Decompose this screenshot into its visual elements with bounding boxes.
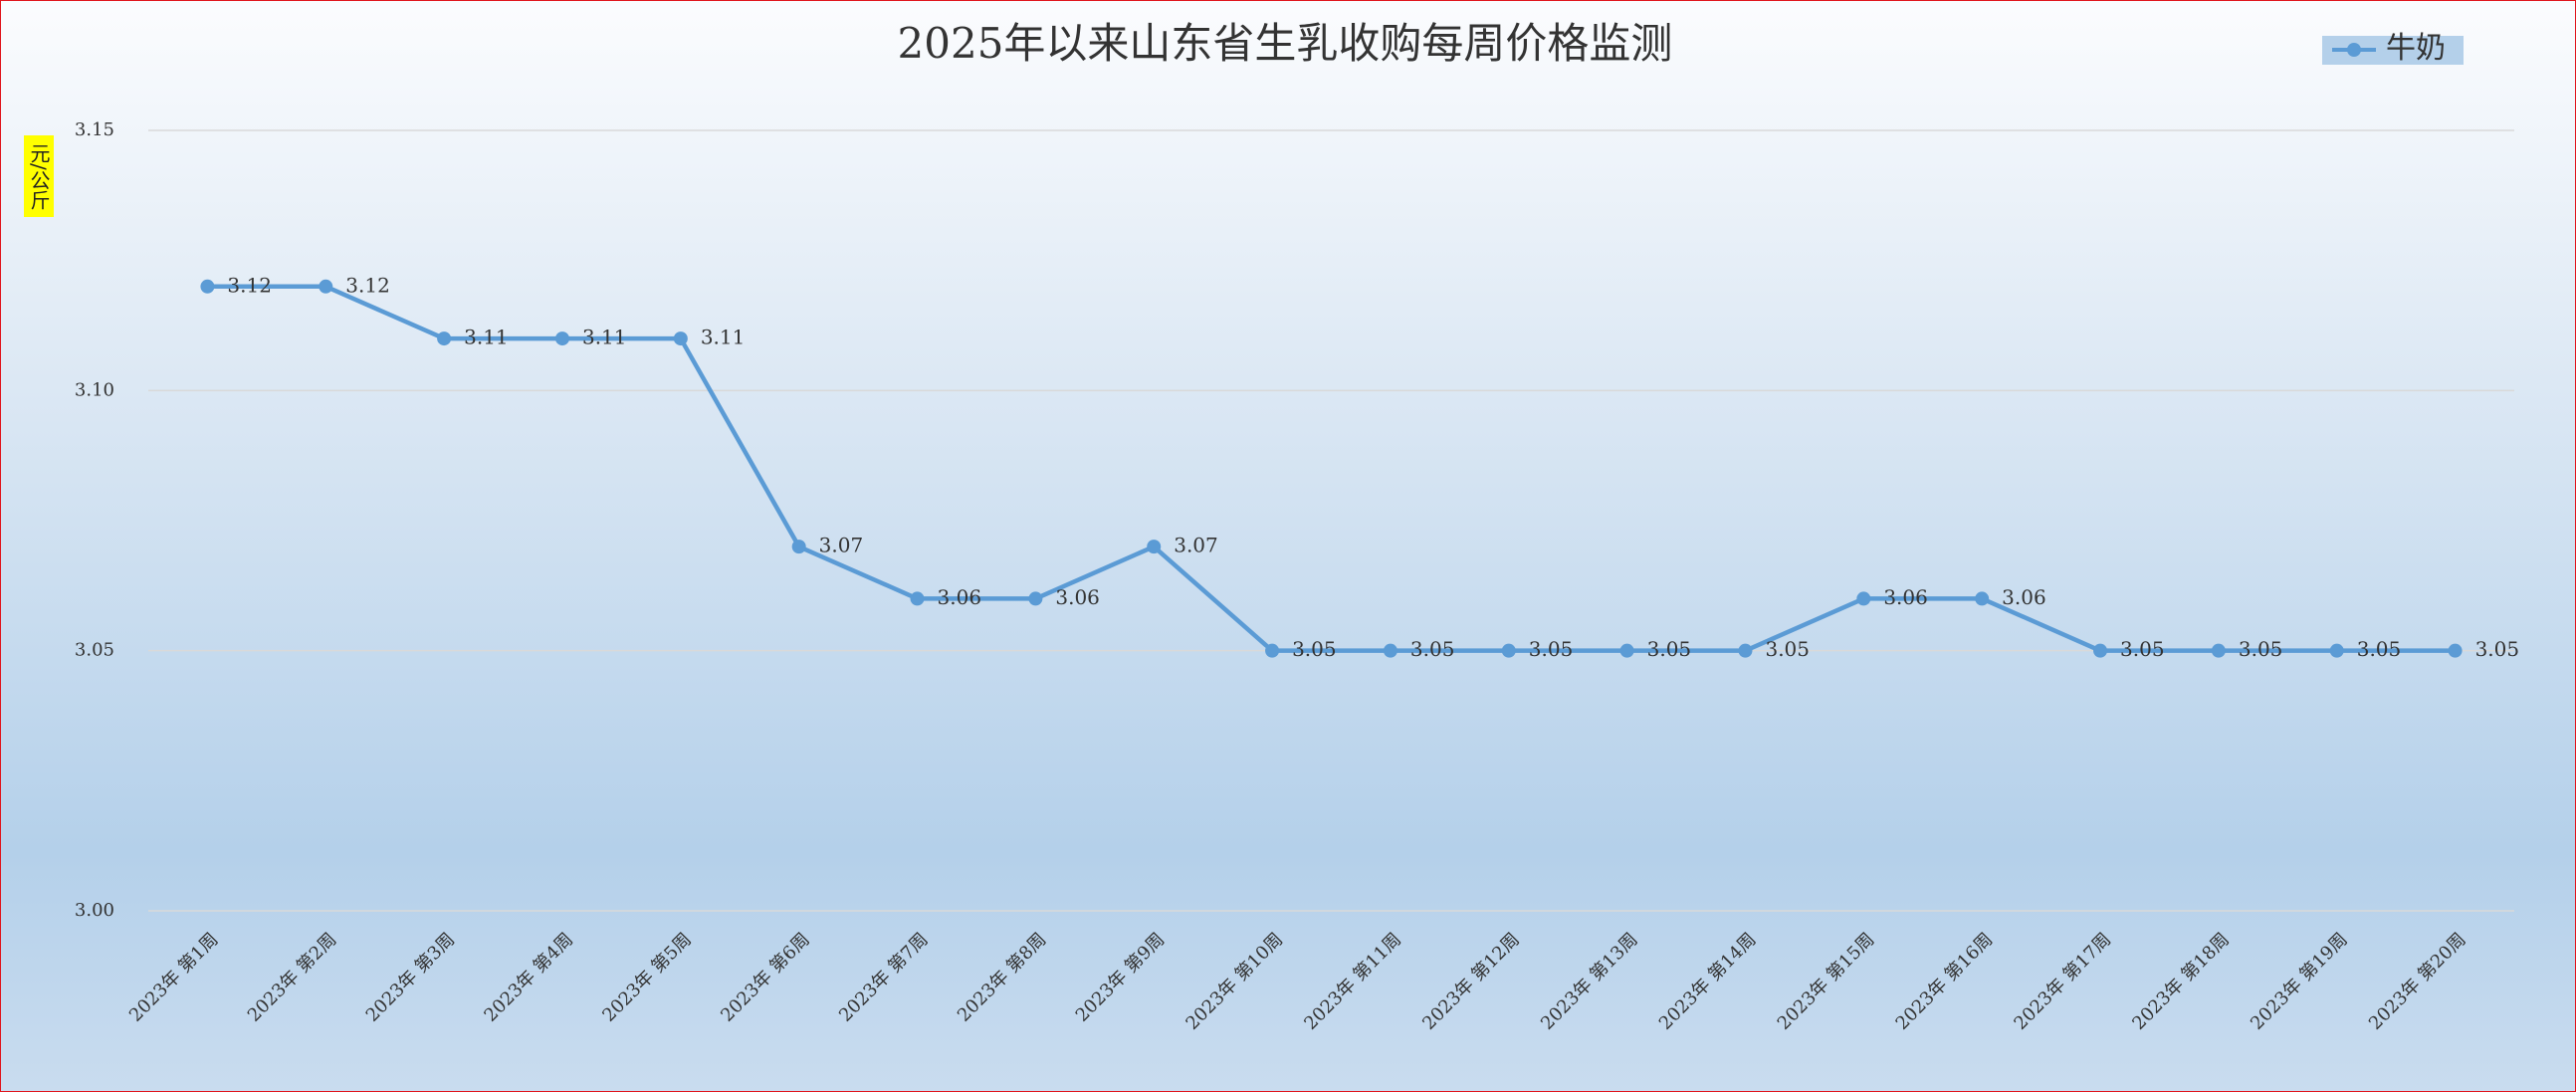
data-point [791, 540, 806, 554]
x-tick-label: 2023年 第14周 [1655, 929, 1761, 1034]
x-tick-label: 2023年 第4周 [480, 929, 577, 1026]
x-tick-label: 2023年 第13周 [1537, 929, 1642, 1034]
y-tick-label: 3.00 [75, 900, 114, 921]
y-tick-label: 3.15 [75, 119, 114, 140]
data-label: 3.06 [1883, 585, 1928, 609]
data-point [319, 279, 333, 294]
data-label: 3.05 [1410, 637, 1455, 661]
x-tick-label: 2023年 第19周 [2247, 929, 2352, 1034]
x-tick-label: 2023年 第20周 [2365, 929, 2470, 1034]
data-point [1028, 591, 1043, 606]
chart-title: 2025年以来山东省生乳收购每周价格监测 [898, 19, 1673, 68]
legend-label: 牛奶 [2386, 31, 2446, 66]
y-axis-label: 元/公斤 [24, 135, 54, 217]
data-point [1265, 643, 1280, 658]
data-point [2448, 643, 2463, 658]
x-tick-label: 2023年 第5周 [598, 929, 696, 1026]
x-tick-label: 2023年 第6周 [717, 929, 814, 1026]
data-label: 3.05 [2239, 637, 2283, 661]
data-label: 3.07 [819, 534, 864, 557]
x-tick-label: 2023年 第3周 [362, 929, 460, 1026]
data-point [1738, 643, 1753, 658]
data-label: 3.05 [2475, 637, 2520, 661]
x-tick-label: 2023年 第7周 [835, 929, 933, 1026]
data-point [2211, 643, 2226, 658]
data-label: 3.05 [2357, 637, 2402, 661]
x-tick-label: 2023年 第17周 [2010, 929, 2115, 1034]
data-point [1147, 540, 1162, 554]
x-tick-label: 2023年 第9周 [1072, 929, 1170, 1026]
x-tick-label: 2023年 第10周 [1181, 929, 1287, 1034]
data-point [1975, 591, 1990, 606]
y-tick-label: 3.05 [75, 640, 114, 661]
series-line [207, 284, 2456, 653]
legend-marker [2347, 43, 2361, 57]
data-point [200, 279, 215, 294]
x-tick-label: 2023年 第18周 [2128, 929, 2234, 1034]
data-label: 3.06 [938, 585, 982, 609]
data-label: 3.05 [2120, 637, 2165, 661]
data-label: 3.06 [2002, 585, 2046, 609]
x-tick-label: 2023年 第12周 [1418, 929, 1524, 1034]
x-tick-label: 2023年 第1周 [125, 929, 223, 1026]
data-point [554, 331, 569, 346]
data-point [1501, 643, 1516, 658]
data-label: 3.06 [1055, 585, 1100, 609]
x-tick-label: 2023年 第2周 [244, 929, 341, 1026]
x-tick-label: 2023年 第16周 [1892, 929, 1998, 1034]
x-tick-label: 2023年 第11周 [1300, 929, 1405, 1034]
data-point [1856, 591, 1871, 606]
data-label: 3.12 [227, 273, 272, 297]
y-tick-label: 3.10 [75, 379, 114, 400]
data-point [673, 331, 688, 346]
x-tick-label: 2023年 第8周 [954, 929, 1051, 1026]
data-point [2093, 643, 2108, 658]
data-label: 3.05 [1292, 637, 1337, 661]
data-label: 3.11 [701, 326, 746, 349]
data-point [2329, 643, 2344, 658]
data-point [910, 591, 925, 606]
data-label: 3.05 [1647, 637, 1692, 661]
data-label: 3.12 [345, 273, 390, 297]
data-point [1619, 643, 1634, 658]
data-label: 3.05 [1529, 637, 1574, 661]
data-label: 3.07 [1174, 534, 1218, 557]
data-label: 3.05 [1765, 637, 1810, 661]
data-point [1383, 643, 1397, 658]
data-label: 3.11 [582, 326, 627, 349]
x-tick-label: 2023年 第15周 [1774, 929, 1879, 1034]
data-label: 3.11 [464, 326, 509, 349]
data-point [437, 331, 452, 346]
